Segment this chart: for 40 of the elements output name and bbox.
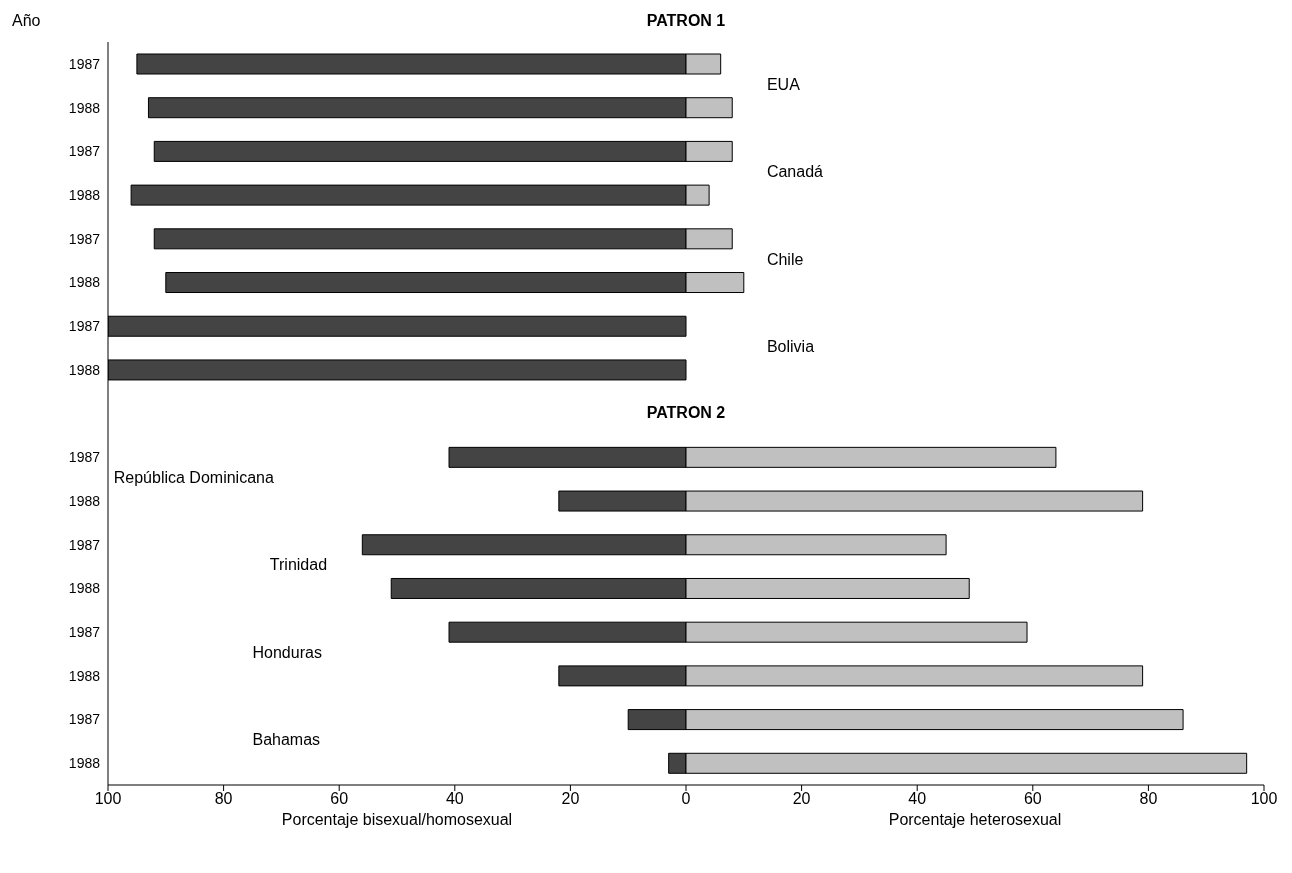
- y-tick-label: 1987: [68, 711, 101, 728]
- x-tick-label: 40: [445, 790, 464, 808]
- y-tick-label: 1988: [68, 667, 101, 684]
- x-tick-label: 80: [214, 790, 233, 808]
- y-tick-label: 1988: [68, 186, 101, 203]
- x-tick-label: 20: [792, 790, 811, 808]
- y-tick-label: 1988: [68, 492, 101, 509]
- annotation: PATRON 2: [645, 403, 727, 422]
- x-tick-label: 0: [681, 790, 691, 808]
- text: Porcentaje heterosexual: [887, 811, 1063, 829]
- x-axis-title: Porcentaje bisexual/homosexual: [280, 811, 514, 829]
- annotation: Bolivia: [766, 337, 815, 356]
- x-tick-label: 100: [94, 790, 122, 808]
- y-tick-label: 1988: [68, 99, 101, 116]
- x-tick-label: 40: [908, 790, 927, 808]
- y-tick-label: 1987: [68, 449, 101, 466]
- y-tick-label: 1987: [68, 230, 101, 247]
- y-tick-label: 1988: [68, 755, 101, 772]
- y-tick-label: 1988: [68, 580, 101, 597]
- x-tick-label: 60: [1023, 790, 1042, 808]
- y-tick-label: 1987: [68, 624, 101, 640]
- annotation: Honduras: [252, 643, 322, 662]
- annotation: Bahamas: [252, 731, 321, 750]
- annotation: Canadá: [766, 163, 823, 182]
- x-tick-label: 100: [1250, 790, 1278, 808]
- annotation: Trinidad: [269, 556, 328, 575]
- y-axis-title: Año: [12, 12, 41, 30]
- annotation: EUA: [766, 75, 800, 94]
- x-tick-label: 60: [330, 790, 349, 808]
- annotation: República Dominicana: [113, 469, 274, 488]
- y-tick-label: 1988: [68, 361, 101, 378]
- chart-title: PATRON 1: [645, 12, 727, 30]
- x-tick-label: 20: [561, 790, 580, 808]
- y-tick-label: 1987: [68, 318, 101, 335]
- y-tick-label: 1987: [68, 55, 101, 72]
- x-tick-label: 80: [1139, 790, 1158, 808]
- y-tick-label: 1987: [68, 143, 101, 160]
- y-tick-label: 1987: [68, 536, 101, 553]
- y-tick-label: 1988: [68, 274, 101, 291]
- annotation: Chile: [766, 250, 804, 269]
